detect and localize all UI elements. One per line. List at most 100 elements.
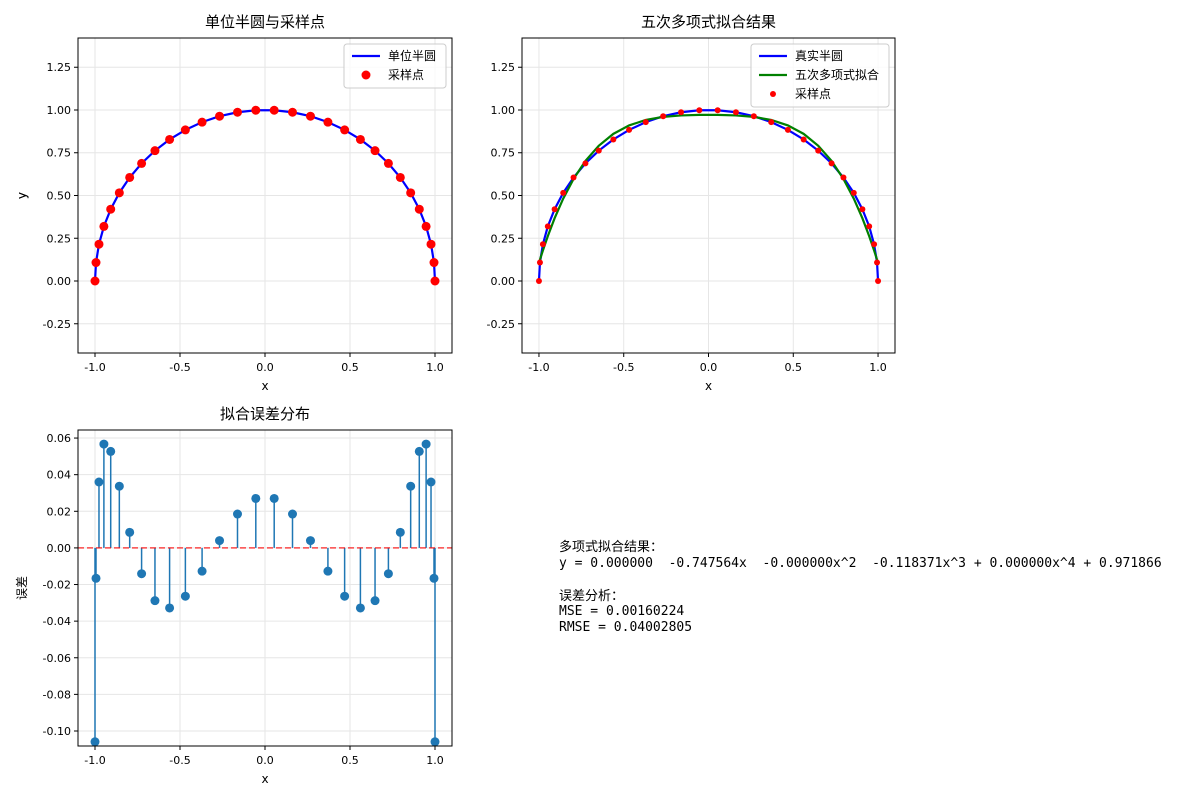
stem-marker [99,439,109,449]
x-tick-label: -0.5 [169,361,190,374]
sample-point [874,259,881,266]
stem-marker [114,481,124,491]
stem-marker [340,591,350,601]
stem-marker [91,573,101,583]
x-tick-label: -1.0 [84,754,105,767]
x-tick-label: -1.0 [84,361,105,374]
y-axis-label: y [15,192,29,199]
y-tick-label: 0.25 [491,232,516,245]
sample-point [426,239,436,249]
y-tick-label: -0.02 [43,579,71,592]
y-tick-label: -0.25 [487,318,515,331]
sample-point [383,158,393,168]
rmse: RMSE = 0.04002805 [559,620,692,635]
sample-point [165,134,175,144]
y-tick-label: 0.02 [47,505,72,518]
x-tick-label: -1.0 [528,361,549,374]
y-tick-label: -0.06 [43,652,71,665]
chart: -0.25 0.00 0.25 0.50 0.75 1.00 1.25 -1.0 -0.5 0.0… [15,13,896,393]
sample-point [815,147,822,154]
legend-swatch [361,70,371,80]
sample-point [678,109,685,116]
x-tick-label: 0.0 [700,361,718,374]
chart-title: 五次多项式拟合结果 [641,13,776,31]
sample-point [750,113,757,120]
y-tick-label: -0.08 [43,688,71,701]
sample-point [232,107,242,117]
legend-swatch [769,91,776,97]
y-axis-label: y [15,192,29,199]
y-tick-label: 0.00 [47,275,72,288]
x-axis-label: x [705,379,712,393]
stem-marker [125,527,135,537]
stem-marker [180,591,190,601]
sample-point [539,241,546,248]
stem-marker [305,536,315,546]
stem-marker [251,493,261,503]
chart-title: 拟合误差分布 [220,405,310,423]
sample-point [840,174,847,181]
series-line [537,109,880,282]
sample-point [429,258,439,268]
y-tick-label: 0.00 [491,275,516,288]
sample-point [570,174,577,181]
y-tick-label: 0.50 [47,190,72,203]
y-tick-label: 0.04 [47,469,72,482]
y-tick-label: -0.04 [43,615,71,628]
sample-point [137,158,147,168]
stem-marker [165,603,175,613]
y-tick-label: 0.00 [47,542,72,555]
y-tick-label: 1.25 [47,61,72,74]
sample-point [414,204,424,214]
stem-marker [421,439,431,449]
sample-point [150,146,160,156]
sample-point [340,125,350,135]
sample-point [125,172,135,182]
sample-point [94,239,104,249]
sample-point [610,136,617,143]
sample-point [355,134,365,144]
sample-point [536,259,543,266]
stem-marker [323,566,333,576]
error-heading: 误差分析： [559,589,624,604]
y-tick-label: 0.75 [47,147,72,160]
stem-marker [150,596,160,606]
stem-marker [269,493,279,503]
stem-marker [406,481,416,491]
y-tick-label: 1.00 [491,104,516,117]
sample-point [215,111,225,121]
stem-marker [197,566,207,576]
stem-marker [383,569,393,579]
stem-marker [426,477,436,487]
stem-marker [429,573,439,583]
sample-point [660,113,667,120]
sample-point [768,119,775,126]
legend-label: 五次多项式拟合 [795,67,879,82]
x-tick-label: 0.5 [341,754,359,767]
x-tick-label: -0.5 [613,361,634,374]
stem-marker [232,509,242,519]
sample-point [642,119,649,126]
stem-marker [137,569,147,579]
y-tick-label: 0.25 [47,232,72,245]
sample-point [732,109,739,116]
stem-marker [395,527,405,537]
y-tick-label: 0.50 [491,190,516,203]
legend-label: 采样点 [795,86,831,101]
sample-point [251,105,261,115]
sample-point [696,107,703,114]
stem-marker [215,536,225,546]
sample-point [626,126,633,133]
sample-point [828,160,835,167]
y-tick-label: -0.25 [43,318,71,331]
sample-point [421,221,431,231]
plot-frame [77,429,453,747]
x-tick-label: 1.0 [869,361,887,374]
stem-marker [355,603,365,613]
stem-marker [90,737,100,747]
sample-point [406,188,416,198]
mse: MSE = 0.00160224 [559,604,684,619]
plot-frame [77,37,453,354]
chart: -0.25 0.00 0.25 0.50 0.75 1.00 1.25 -1.0 -0.5 0.0… [15,13,453,393]
